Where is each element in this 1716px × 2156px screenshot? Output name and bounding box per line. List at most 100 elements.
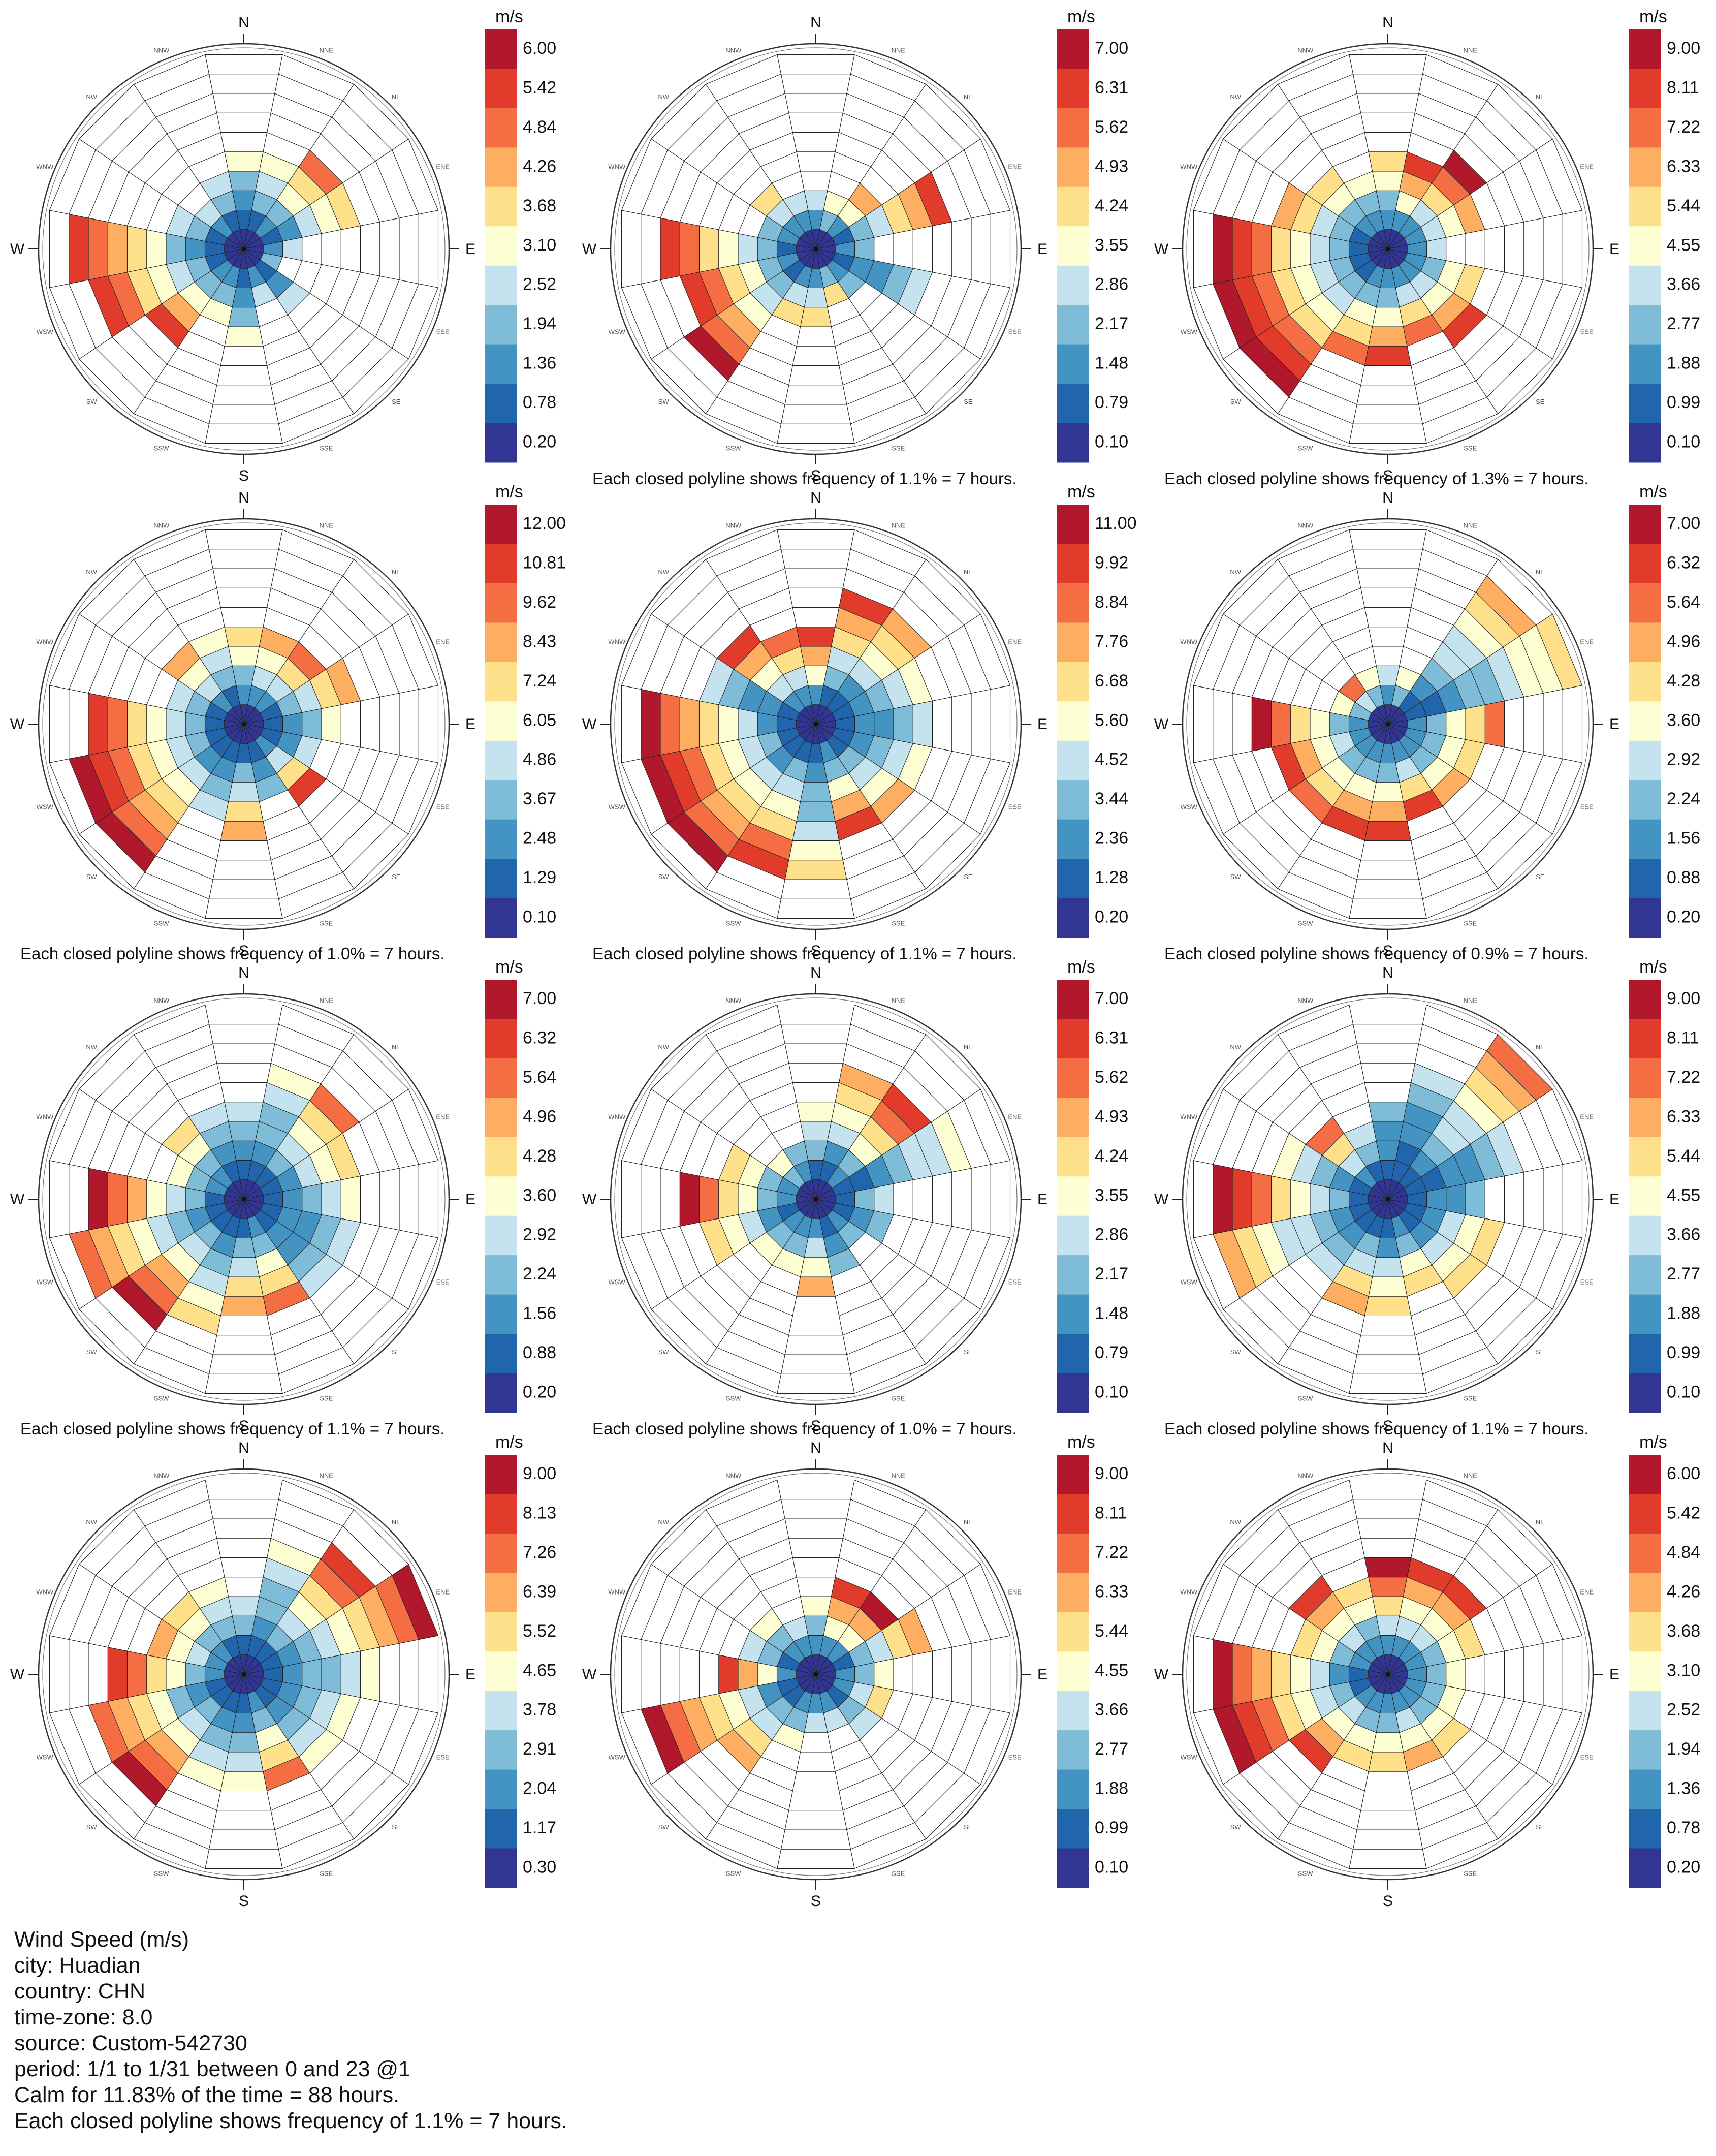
direction-label-nw: NW — [1230, 93, 1241, 101]
direction-label-ssw: SSW — [726, 1395, 741, 1402]
petal-segment-nw — [194, 199, 222, 227]
sector-boundary — [243, 724, 438, 763]
petal-segment-e — [1485, 701, 1505, 747]
petal-segment-s — [1364, 1296, 1411, 1316]
direction-label-ese: ESE — [436, 803, 450, 810]
sector-boundary — [49, 724, 244, 763]
petal-segment-sw — [227, 249, 244, 266]
petal-segment-sse — [827, 1248, 860, 1277]
petal-segment-nw — [1371, 232, 1388, 249]
compass-inner-ring — [614, 522, 1018, 926]
sector-boundary — [815, 1674, 855, 1869]
petal-segment-sw — [194, 1221, 222, 1249]
direction-label-ne: NE — [392, 1518, 401, 1526]
legend-tick-label: 7.22 — [1667, 117, 1700, 137]
direction-label-se: SE — [964, 1823, 973, 1831]
legend-swatch — [1057, 305, 1089, 345]
legend-tick-label: 3.55 — [1095, 235, 1128, 255]
legend-tick-label: 5.62 — [1095, 1068, 1128, 1087]
petal-segment-wsw — [680, 1697, 717, 1752]
petal-segment-wsw — [224, 1199, 244, 1210]
sector-boundary — [1387, 1674, 1499, 1839]
petal-segment-s — [1368, 1277, 1408, 1297]
petal-segment-ssw — [221, 265, 240, 288]
petal-segment-sse — [827, 773, 860, 802]
petal-segment-n — [240, 704, 248, 724]
direction-label-nne: NNE — [320, 521, 334, 529]
petal-segment-sw — [701, 315, 750, 364]
petal-segment-w — [777, 1666, 797, 1682]
legend-tick-label: 2.52 — [523, 275, 556, 294]
windrose-panel: Each closed polyline shows frequency of … — [572, 469, 1144, 959]
petal-segment-w — [1368, 245, 1388, 253]
petal-segment-wsw — [224, 1674, 244, 1685]
direction-label-sw: SW — [658, 1823, 670, 1831]
sector-boundary — [243, 1635, 438, 1675]
petal-segment-nne — [255, 171, 288, 200]
direction-label-e: E — [465, 716, 475, 733]
legend-tick-label: 10.81 — [523, 553, 566, 572]
petal-segment-s — [236, 743, 252, 763]
legend-tick-label: 2.52 — [1667, 1700, 1700, 1720]
petal-segment-w — [108, 1172, 128, 1227]
direction-label-nnw: NNW — [1297, 1472, 1314, 1479]
petal-segment-sse — [816, 724, 827, 744]
legend-tick-label: 0.10 — [523, 908, 556, 927]
direction-label-sse: SSE — [320, 445, 333, 452]
petal-segment-ne — [266, 1149, 294, 1177]
petal-segment-s — [812, 1674, 820, 1694]
sector-boundary — [1387, 1674, 1582, 1713]
petal-segment-ene — [326, 1133, 361, 1180]
legend-tick-label: 9.62 — [523, 592, 556, 612]
windrose-panel: N NNE NE ENE E ESE SE SSE S SSW SW WSW W WNW NW NNW m/s 6… — [0, 0, 572, 484]
petal-segment-ne — [299, 150, 343, 194]
petal-segment-sse — [816, 1674, 827, 1694]
direction-label-ene: ENE — [1580, 638, 1594, 646]
petal-segment-wsw — [796, 249, 816, 260]
petal-segment-se — [266, 1696, 294, 1724]
center-point — [1386, 1197, 1390, 1201]
sector-boundary — [1277, 559, 1388, 725]
direction-label-nw: NW — [86, 1043, 97, 1051]
petal-segment-nne — [247, 1160, 266, 1183]
petal-segment-ene — [1437, 205, 1466, 238]
petal-segment-sse — [244, 724, 255, 744]
legend-swatch — [1629, 423, 1661, 463]
petal-segment-s — [1384, 249, 1392, 269]
legend-swatch — [485, 1215, 517, 1256]
petal-segment-nne — [255, 646, 288, 675]
legend-tick-label: 4.96 — [1667, 632, 1700, 651]
petal-segment-w — [1310, 233, 1330, 265]
petal-segment-ese — [832, 1678, 855, 1697]
sector-boundary — [815, 1088, 981, 1200]
petal-segment-sw — [668, 812, 728, 872]
legend-swatch — [485, 1255, 517, 1295]
petal-segment-n — [796, 1102, 836, 1121]
sector-boundary — [1387, 1509, 1499, 1675]
petal-segment-w — [69, 214, 88, 284]
sector-boundary — [651, 248, 816, 360]
sector-boundary — [1387, 1199, 1582, 1238]
legend-tick-label: 8.13 — [523, 1503, 556, 1522]
direction-label-sse: SSE — [320, 1870, 333, 1878]
legend-tick-label: 2.77 — [1667, 314, 1700, 333]
petal-segment-ssw — [200, 773, 233, 802]
petal-segment-wnw — [1310, 205, 1339, 238]
frequency-polyline — [621, 1004, 1011, 1394]
sector-boundary — [705, 248, 816, 414]
direction-label-s: S — [239, 943, 249, 959]
direction-label-nnw: NNW — [1297, 521, 1314, 529]
petal-segment-ssw — [200, 298, 233, 327]
petal-segment-wnw — [166, 680, 195, 713]
petal-segment-n — [808, 1160, 824, 1180]
petal-segment-s — [808, 1694, 824, 1713]
windrose-chart: NNNENEENEEESESESSESSSWSWWSWWWNWNWNNWm/s6… — [1154, 1432, 1700, 1910]
petal-segment-se — [1388, 1199, 1405, 1216]
petal-segment-ssw — [772, 298, 805, 327]
legend-swatch — [1057, 898, 1089, 938]
petal-segment-s — [1384, 1674, 1392, 1694]
petal-segment-sse — [1391, 265, 1410, 288]
legend-tick-label: 0.20 — [1667, 908, 1700, 927]
petal-segment-wnw — [166, 1630, 195, 1663]
petal-segment-wnw — [166, 205, 195, 238]
